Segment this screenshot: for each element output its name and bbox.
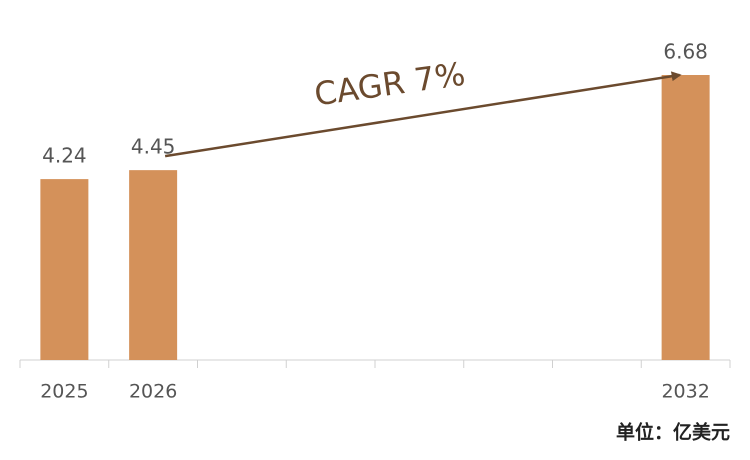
cagr-annotation: CAGR 7% <box>312 55 467 114</box>
cagr-arrow <box>164 71 682 158</box>
x-tick-label: 2026 <box>129 381 177 403</box>
x-tick-label: 2025 <box>40 381 88 403</box>
value-label: 6.68 <box>663 40 708 64</box>
bar <box>661 75 710 360</box>
bar <box>40 179 89 360</box>
x-tick-label: 2032 <box>661 381 709 403</box>
bar <box>129 170 178 360</box>
value-label: 4.24 <box>42 144 87 168</box>
unit-note: 单位：亿美元 <box>616 421 730 444</box>
